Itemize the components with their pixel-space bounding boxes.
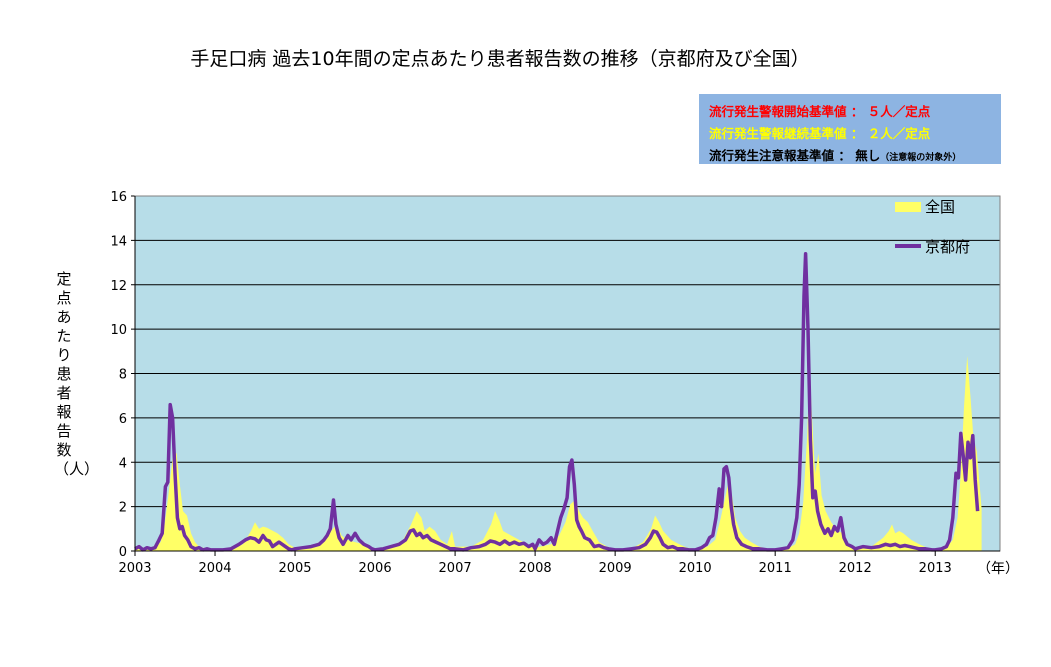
- criteria-box: 流行発生警報開始基準値 ： ５人／定点 流行発生警報継続基準値 ： ２人／定点 …: [699, 94, 1001, 164]
- series-kyoto-line: [134, 251, 980, 552]
- y-tick-label: 12: [110, 279, 127, 294]
- x-tick-label: 2008: [519, 561, 552, 576]
- legend-kyoto-label: 京都府: [925, 238, 970, 256]
- y-tick-label: 6: [119, 412, 127, 427]
- x-tick-label: 2007: [439, 561, 472, 576]
- y-tick-label: 14: [110, 234, 127, 249]
- x-tick-label: 2012: [839, 561, 872, 576]
- x-tick-label: 2011: [759, 561, 792, 576]
- y-tick-label: 4: [119, 456, 127, 471]
- criteria-advisory-note: （注意報の対象外）: [880, 153, 962, 163]
- legend-national-swatch: [895, 202, 921, 212]
- x-tick-label: 2003: [118, 561, 151, 576]
- x-tick-label: 2009: [599, 561, 632, 576]
- y-tick-label: 10: [110, 323, 127, 338]
- y-tick-label: 0: [119, 545, 127, 560]
- legend-national-label: 全国: [925, 198, 955, 216]
- criteria-warning-start: 流行発生警報開始基準値 ： ５人／定点: [709, 104, 931, 119]
- y-tick-label: 8: [119, 368, 127, 383]
- x-axis-unit: （年）: [977, 561, 1019, 577]
- chart-title: 手足口病 過去10年間の定点あたり患者報告数の推移（京都府及び全国）: [190, 48, 810, 70]
- y-axis-label: 定点あたり患者報告数（人）: [54, 270, 100, 478]
- x-tick-label: 2006: [359, 561, 392, 576]
- x-tick-label: 2013: [919, 561, 952, 576]
- y-tick-label: 2: [119, 501, 127, 516]
- x-tick-label: 2005: [278, 561, 311, 576]
- criteria-advisory: 流行発生注意報基準値 ： 無し（注意報の対象外）: [709, 145, 1001, 169]
- y-tick-label: 16: [110, 190, 127, 205]
- criteria-advisory-text: 流行発生注意報基準値 ： 無し: [709, 148, 881, 163]
- criteria-warning-continue: 流行発生警報継続基準値 ： ２人／定点: [709, 126, 931, 141]
- x-tick-label: 2010: [679, 561, 712, 576]
- x-tick-label: 2004: [198, 561, 231, 576]
